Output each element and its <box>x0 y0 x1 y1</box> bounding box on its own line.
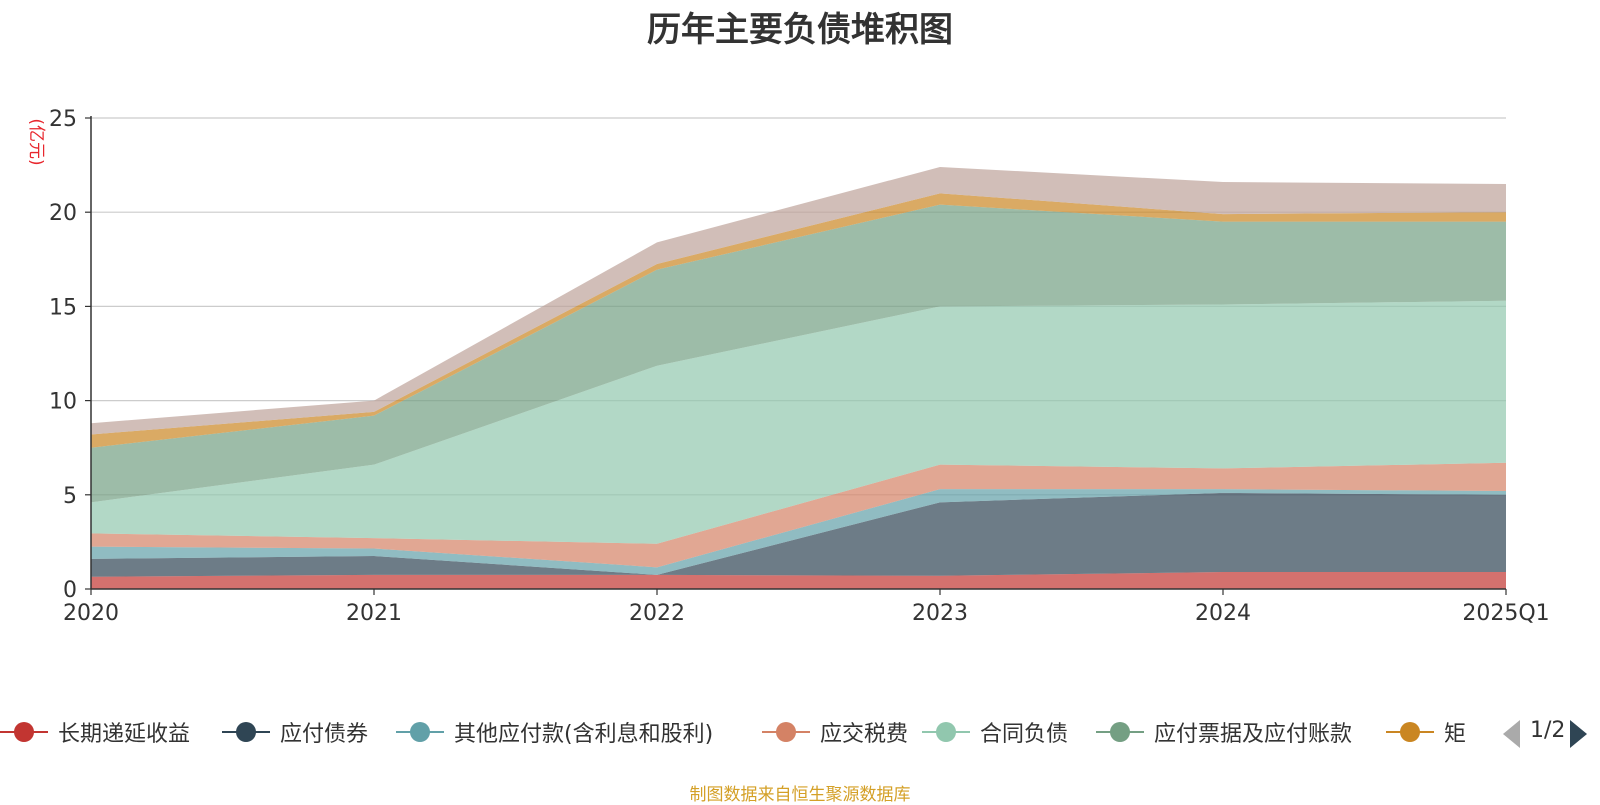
x-tick-label: 2024 <box>1195 601 1251 626</box>
legend-marker-icon <box>222 722 270 742</box>
legend-next-icon[interactable] <box>1570 720 1587 748</box>
x-tick-label: 2021 <box>346 601 402 626</box>
series-area-应付票据及应付账款 <box>91 204 1506 503</box>
legend-label: 应交税费 <box>820 722 909 747</box>
legend-label: 合同负债 <box>980 722 1069 747</box>
series-area-合同负债 <box>91 300 1506 544</box>
legend-item[interactable]: 其他应付款(含利息和股利) <box>396 712 713 752</box>
y-tick-label: 5 <box>63 484 77 509</box>
legend-label: 应付票据及应付账款 <box>1154 722 1353 747</box>
legend-label: 应付债券 <box>280 722 369 747</box>
series-area-长期递延收益 <box>91 572 1506 589</box>
y-tick-label: 20 <box>49 201 77 226</box>
legend-item[interactable]: 应付债券 <box>222 712 368 752</box>
legend-item[interactable]: 应交税费 <box>762 712 908 752</box>
legend-item[interactable]: 合同负债 <box>922 712 1068 752</box>
series-area-应交税费 <box>91 462 1506 568</box>
x-tick-label: 2020 <box>63 601 119 626</box>
x-tick-label: 2022 <box>629 601 685 626</box>
legend-marker-icon <box>0 722 48 742</box>
series-area-其他负债 <box>91 166 1506 435</box>
series-area-其他应付款(含利息和股利) <box>91 489 1506 575</box>
y-tick-label: 10 <box>49 390 77 415</box>
legend-item[interactable]: 矩 <box>1386 712 1466 752</box>
y-tick-label: 15 <box>49 295 77 320</box>
legend-item[interactable]: 长期递延收益 <box>0 712 190 752</box>
data-source: 制图数据来自恒生聚源数据库 <box>689 785 911 805</box>
x-tick-label: 2025Q1 <box>1462 601 1549 626</box>
legend-item[interactable]: 应付票据及应付账款 <box>1096 712 1352 752</box>
legend-page-indicator: 1/2 <box>1530 718 1566 743</box>
legend-marker-icon <box>762 722 810 742</box>
legend-marker-icon <box>1386 722 1434 742</box>
y-tick-label: 0 <box>63 578 77 603</box>
legend: 长期递延收益 应付债券 其他应付款(含利息和股利) 应交税费 合同负债 应付票据及应付账款… <box>0 712 1480 752</box>
legend-marker-icon <box>1096 722 1144 742</box>
legend-marker-icon <box>396 722 444 742</box>
y-tick-label: 25 <box>49 107 77 132</box>
legend-marker-icon <box>922 722 970 742</box>
legend-label: 其他应付款(含利息和股利) <box>454 722 714 747</box>
x-tick-label: 2023 <box>912 601 968 626</box>
legend-prev-icon[interactable] <box>1503 720 1520 748</box>
series-area-应付债券 <box>91 492 1506 577</box>
area-chart: 0 5 10 15 20 25 2020 2021 2022 2023 2024 2025Q1 (亿元) <box>26 107 1550 626</box>
legend-label: 长期递延收益 <box>58 722 191 747</box>
legend-pager: 1/2 <box>1500 712 1600 752</box>
series-area-短期借款 <box>91 193 1506 448</box>
chart-title: 历年主要负债堆积图 <box>647 10 953 50</box>
legend-label: 矩 <box>1444 722 1467 747</box>
y-axis-unit-label: (亿元) <box>26 118 46 165</box>
